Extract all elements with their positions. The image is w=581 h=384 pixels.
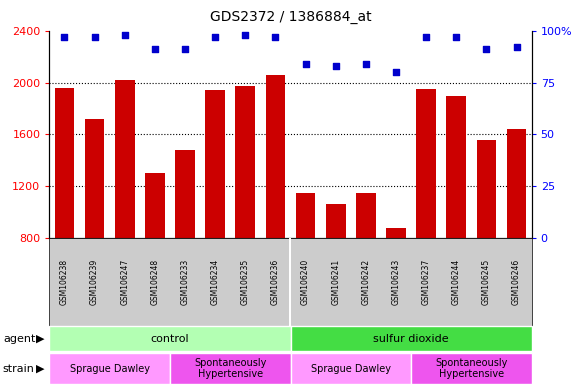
Text: GSM106238: GSM106238 (60, 259, 69, 305)
Text: GSM106245: GSM106245 (482, 259, 491, 305)
Bar (417, 89, 436, 238)
Point (361, 61, 371, 67)
Point (210, 34, 220, 40)
Text: GSM106247: GSM106247 (120, 259, 129, 305)
Point (331, 63, 340, 69)
Text: GSM106241: GSM106241 (331, 259, 340, 305)
Point (180, 46, 189, 53)
Text: agent: agent (3, 334, 35, 344)
Bar (296, 193, 315, 238)
Point (301, 61, 310, 67)
Point (482, 46, 491, 53)
Bar (326, 204, 346, 238)
Point (512, 44, 521, 50)
Bar (266, 75, 285, 238)
Bar (386, 228, 406, 238)
Bar (175, 150, 195, 238)
Text: strain: strain (3, 364, 35, 374)
Bar (85, 119, 105, 238)
Point (120, 32, 130, 38)
Point (241, 32, 250, 38)
Bar (115, 80, 135, 238)
Text: GSM106240: GSM106240 (301, 259, 310, 305)
Text: Sprague Dawley: Sprague Dawley (311, 364, 391, 374)
Point (60, 34, 69, 40)
Text: GSM106233: GSM106233 (181, 259, 189, 305)
Bar (205, 90, 225, 238)
Point (392, 69, 401, 75)
Bar (356, 193, 376, 238)
Text: GDS2372 / 1386884_at: GDS2372 / 1386884_at (210, 10, 371, 23)
Bar (446, 96, 466, 238)
Bar (145, 173, 164, 238)
Text: GSM106244: GSM106244 (452, 259, 461, 305)
Point (421, 34, 431, 40)
Text: GSM106234: GSM106234 (211, 259, 220, 305)
Point (451, 34, 461, 40)
Bar (55, 88, 74, 238)
Text: GSM106243: GSM106243 (392, 259, 400, 305)
Text: ▶: ▶ (36, 364, 45, 374)
Text: ▶: ▶ (36, 334, 45, 344)
Text: GSM106239: GSM106239 (90, 259, 99, 305)
Text: Spontaneously
Hypertensive: Spontaneously Hypertensive (194, 358, 267, 379)
Text: GSM106236: GSM106236 (271, 259, 280, 305)
Point (150, 46, 160, 53)
Text: Spontaneously
Hypertensive: Spontaneously Hypertensive (435, 358, 508, 379)
Text: GSM106248: GSM106248 (150, 259, 159, 305)
Text: Sprague Dawley: Sprague Dawley (70, 364, 150, 374)
Point (90, 34, 99, 40)
Text: GSM106235: GSM106235 (241, 259, 250, 305)
Text: sulfur dioxide: sulfur dioxide (373, 334, 449, 344)
Text: GSM106242: GSM106242 (361, 259, 370, 305)
Bar (235, 86, 255, 238)
Bar (507, 129, 526, 238)
Point (271, 34, 280, 40)
Text: control: control (150, 334, 189, 344)
Bar (476, 139, 496, 238)
Text: GSM106246: GSM106246 (512, 259, 521, 305)
Text: GSM106237: GSM106237 (422, 259, 431, 305)
